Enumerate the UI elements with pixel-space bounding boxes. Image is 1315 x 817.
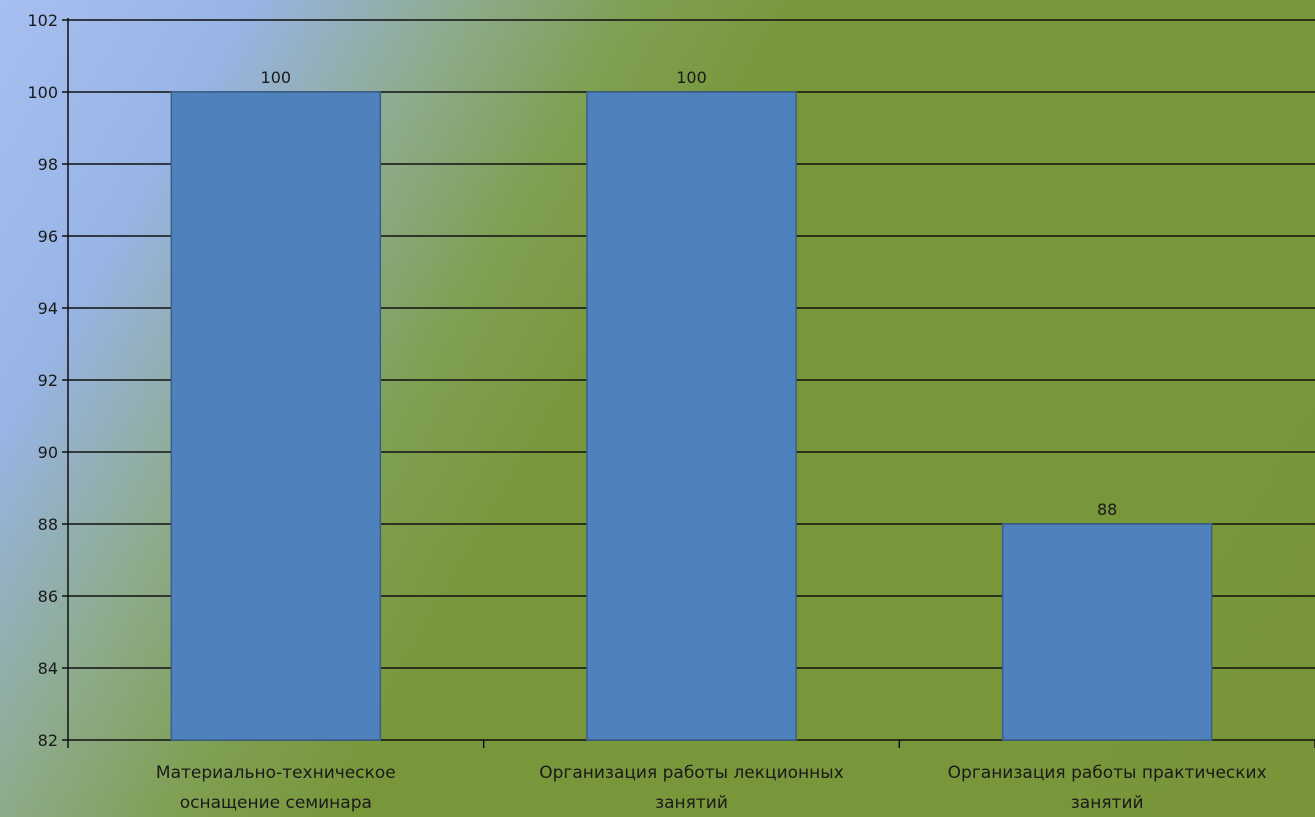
bar-3 (1001, 523, 1213, 741)
y-tick-label-100: 100 (27, 83, 58, 102)
x-tick-label-3-line-1: Организация работы практических (948, 763, 1267, 783)
x-tick-label-2-line-2: занятий (655, 793, 728, 813)
data-label-2: 100 (676, 68, 707, 87)
y-tick-label-98: 98 (38, 155, 58, 174)
y-tick-label-86: 86 (38, 587, 58, 606)
data-label-1: 100 (261, 68, 292, 87)
y-tick-label-90: 90 (38, 443, 58, 462)
bar-1 (170, 91, 382, 741)
bar-2 (586, 91, 797, 741)
x-tick-label-2-line-1: Организация работы лекционных (539, 763, 844, 783)
y-tick-label-102: 102 (27, 11, 58, 30)
data-label-3: 88 (1097, 500, 1117, 519)
y-tick-label-82: 82 (38, 731, 58, 750)
y-tick-label-94: 94 (38, 299, 58, 318)
y-tick-label-92: 92 (38, 371, 58, 390)
x-tick-label-1-line-1: Материально-техническое (156, 763, 396, 783)
x-tick-label-1-line-2: оснащение семинара (180, 793, 372, 813)
x-tick-label-3-line-2: занятий (1071, 793, 1144, 813)
y-tick-label-88: 88 (38, 515, 58, 534)
y-tick-label-84: 84 (38, 659, 58, 678)
y-tick-label-96: 96 (38, 227, 58, 246)
